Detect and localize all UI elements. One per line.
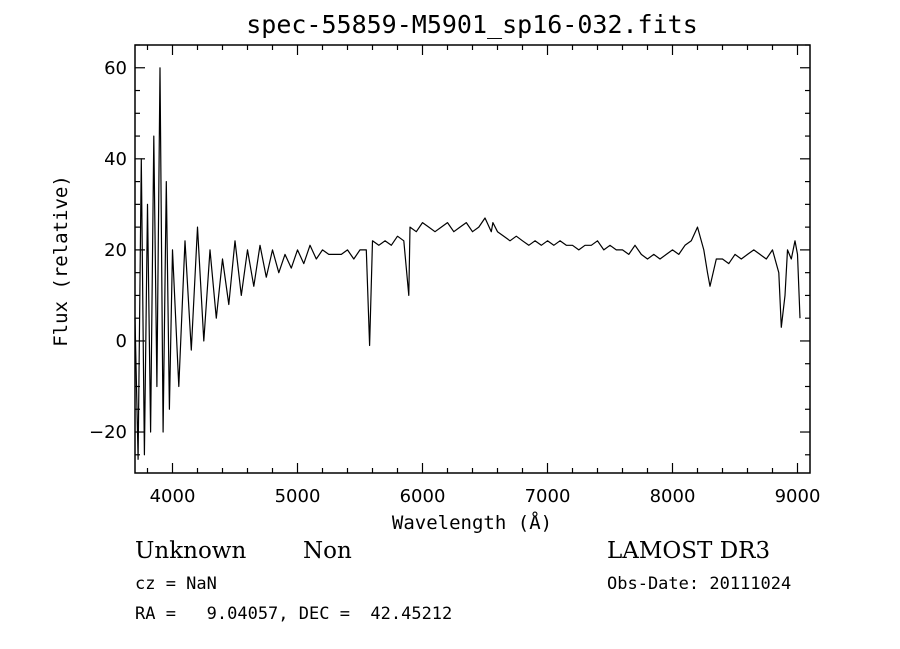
x-tick-label: 4000 (150, 486, 196, 507)
x-axis-label: Wavelength (Å) (392, 511, 552, 534)
obs-date-label: Obs-Date: 20111024 (607, 574, 792, 594)
coordinates-label: RA = 9.04057, DEC = 42.45212 (135, 604, 453, 624)
x-tick-label: 7000 (525, 486, 571, 507)
plot-frame (134, 44, 811, 474)
y-tick-label: 20 (104, 240, 127, 261)
survey-label: LAMOST DR3 (607, 538, 771, 564)
y-tick-label: 60 (104, 58, 127, 79)
subclass-label: Non (303, 538, 352, 564)
spectrum-line (134, 67, 801, 460)
y-tick-label: 0 (116, 331, 127, 352)
y-tick-label: −20 (89, 422, 127, 443)
y-tick-label: 40 (104, 149, 127, 170)
x-tick-label: 9000 (775, 486, 821, 507)
chart-title: spec-55859-M5901_sp16-032.fits (246, 10, 698, 39)
x-tick-label: 8000 (650, 486, 696, 507)
tick-labels: 4000 5000 6000 7000 8000 9000 −20 0 20 40 60 (89, 58, 820, 507)
x-tick-label: 5000 (275, 486, 321, 507)
x-tick-label: 6000 (400, 486, 446, 507)
redshift-label: cz = NaN (135, 574, 217, 594)
y-axis-label: Flux (relative) (50, 175, 72, 347)
object-class-label: Unknown (135, 538, 247, 564)
axis-ticks (135, 44, 810, 473)
